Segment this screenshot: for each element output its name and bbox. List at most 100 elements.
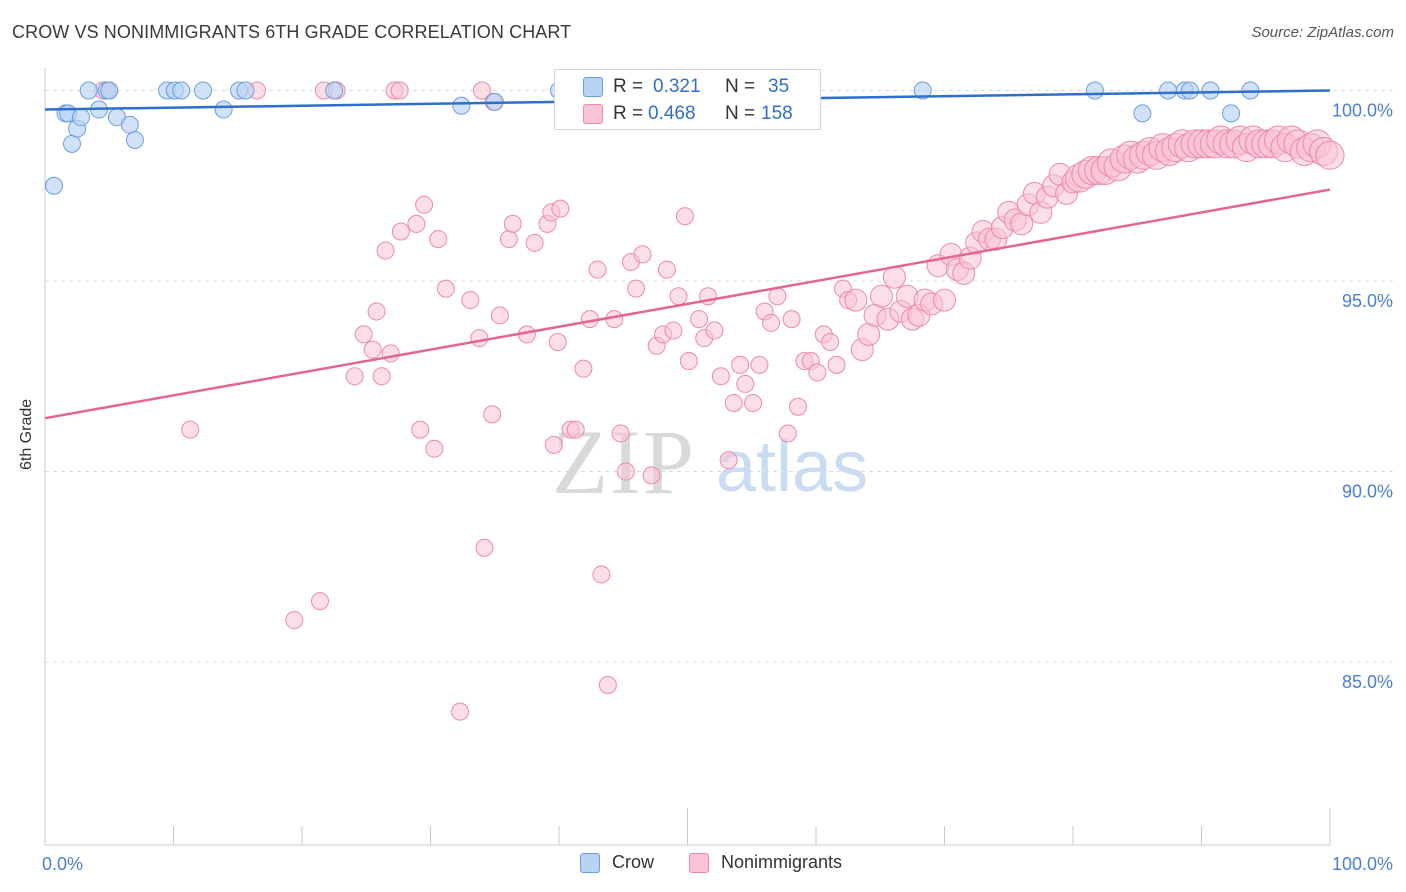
nonimmigrants-point (598, 675, 617, 694)
nonimmigrants-point (525, 233, 544, 252)
crow-point (236, 81, 255, 100)
nonimmigrants-point (551, 199, 570, 218)
nonimmigrants-point (711, 367, 730, 386)
y-tick-label: 90.0% (1342, 482, 1393, 502)
legend-r-label: R = (613, 76, 649, 97)
nonimmigrants-point (390, 81, 409, 100)
y-tick-label: 100.0% (1332, 100, 1393, 120)
nonimmigrants-point (411, 420, 430, 439)
nonimmigrants-point (548, 332, 567, 351)
nonimmigrants-point (391, 222, 410, 241)
legend-r-value: 0.321 (653, 76, 701, 97)
nonimmigrants-point (429, 230, 448, 249)
nonimmigrants-point (642, 466, 661, 485)
nonimmigrants-point (415, 195, 434, 214)
nonimmigrants-point (372, 367, 391, 386)
nonimmigrants-points (93, 81, 1345, 721)
nonimmigrants-point (736, 374, 755, 393)
legend-n-value: 35 (768, 76, 790, 97)
crow-point (214, 100, 233, 119)
nonimmigrants-point (675, 207, 694, 226)
nonimmigrants-point (789, 397, 808, 416)
nonimmigrants-point (664, 321, 683, 340)
nonimmigrants-point (827, 355, 846, 374)
nonimmigrants-point (483, 405, 502, 424)
nonimmigrants-point (588, 260, 607, 279)
legend-label-nonimmigrants: Nonimmigrants (721, 852, 843, 872)
nonimmigrants-point (724, 393, 743, 412)
crow-point (79, 81, 98, 100)
legend-r-value: 0.468 (648, 103, 696, 124)
legend-n-label: N = (725, 103, 761, 124)
nonimmigrants-point (669, 287, 688, 306)
x-tick-label: 100.0% (1332, 854, 1393, 874)
nonimmigrants-point (407, 214, 426, 233)
nonimmigrants-point (544, 435, 563, 454)
crow-point (1180, 81, 1199, 100)
nonimmigrants-point (821, 332, 840, 351)
nonimmigrants-point (844, 288, 868, 312)
nonimmigrants-point (345, 367, 364, 386)
nonimmigrants-point (627, 279, 646, 298)
legend-bottom: Crow Nonimmigrants (0, 852, 1406, 878)
nonimmigrants-point (731, 355, 750, 374)
crow-point (1133, 104, 1152, 123)
crow-point (194, 81, 213, 100)
nonimmigrants-point (490, 306, 509, 325)
nonimmigrants-point (762, 313, 781, 332)
nonimmigrants-point (181, 420, 200, 439)
crow-point (325, 81, 344, 100)
crow-points (44, 81, 1260, 195)
legend-label-crow: Crow (612, 852, 655, 872)
nonimmigrants-point (363, 340, 382, 359)
nonimmigrants-point (782, 310, 801, 329)
crow-point (120, 115, 139, 134)
nonimmigrants-point (566, 420, 585, 439)
y-tick-label: 95.0% (1342, 291, 1393, 311)
crow-point (1085, 81, 1104, 100)
nonimmigrants-point (425, 439, 444, 458)
source-label: Source: ZipAtlas.com (1251, 24, 1394, 41)
nonimmigrants-point (744, 393, 763, 412)
crow-point (71, 108, 90, 127)
crow-point (1159, 81, 1178, 100)
nonimmigrants-point (933, 288, 956, 312)
y-tick-label: 85.0% (1342, 672, 1393, 692)
nonimmigrants-point (750, 355, 769, 374)
legend-swatch-nonimmigrants (583, 104, 603, 124)
nonimmigrants-point (616, 462, 635, 481)
legend-top: R = 0.321 N = 35 R = 0.468 N = 158 (554, 69, 821, 130)
nonimmigrants-point (611, 424, 630, 443)
nonimmigrants-point (451, 702, 470, 721)
legend-swatch-nonimmigrants (689, 852, 709, 873)
crow-point (125, 131, 144, 150)
legend-r-label: R = (613, 103, 649, 124)
crow-point (1222, 104, 1241, 123)
nonimmigrants-point (778, 424, 797, 443)
crow-point (100, 81, 119, 100)
crow-point (452, 96, 471, 115)
y-axis-label: 6th Grade (18, 398, 35, 470)
nonimmigrants-point (719, 451, 738, 470)
nonimmigrants-trend-line (44, 188, 1331, 420)
nonimmigrants-point (592, 565, 611, 584)
x-tick-label: 0.0% (42, 854, 83, 874)
nonimmigrants-point (461, 291, 480, 310)
crow-point (62, 134, 81, 153)
nonimmigrants-point (657, 260, 676, 279)
nonimmigrants-point (472, 81, 491, 100)
nonimmigrants-point (376, 241, 395, 260)
nonimmigrants-point (633, 245, 652, 264)
nonimmigrants-point (870, 284, 894, 308)
nonimmigrants-point (367, 302, 386, 321)
nonimmigrants-point (808, 363, 827, 382)
nonimmigrants-point (310, 592, 329, 611)
chart-title: CROW VS NONIMMIGRANTS 6TH GRADE CORRELAT… (12, 22, 572, 42)
nonimmigrants-point (1315, 140, 1345, 170)
nonimmigrants-point (285, 611, 304, 630)
nonimmigrants-point (475, 538, 494, 557)
nonimmigrants-point (436, 279, 455, 298)
crow-point (44, 176, 63, 195)
legend-n-value: 158 (761, 103, 793, 124)
